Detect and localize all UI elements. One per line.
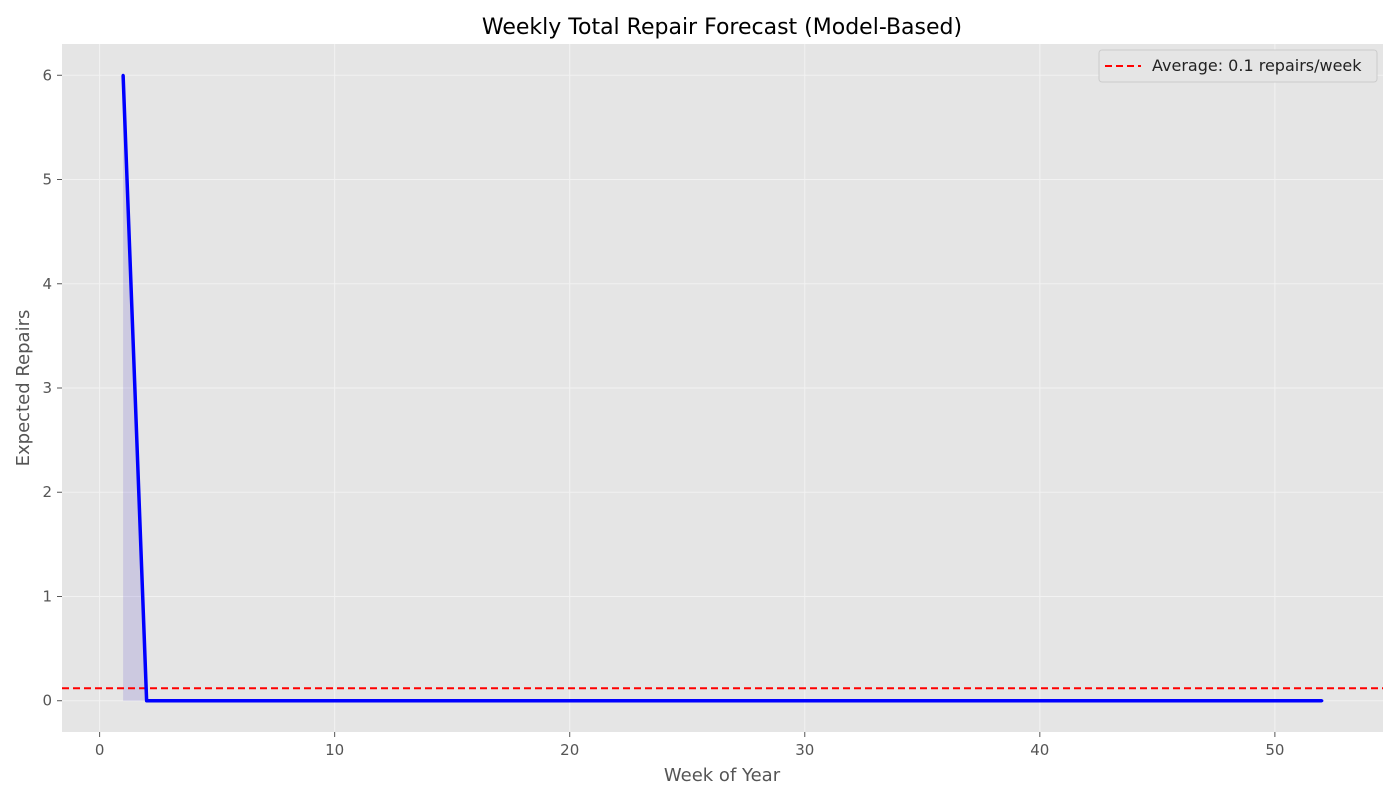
- y-tick-label: 0: [42, 692, 52, 710]
- data-point: [145, 699, 149, 703]
- y-axis-ticks: 0 1 2 3 4 5 6: [42, 66, 62, 710]
- x-tick-label: 20: [560, 741, 579, 759]
- x-tick-label: 50: [1265, 741, 1284, 759]
- data-point: [1320, 699, 1324, 703]
- legend-label-average: Average: 0.1 repairs/week: [1152, 56, 1362, 75]
- data-point: [121, 73, 125, 77]
- legend: Average: 0.1 repairs/week: [1098, 49, 1378, 83]
- x-tick-label: 30: [795, 741, 814, 759]
- y-tick-label: 2: [42, 483, 52, 501]
- y-tick-label: 3: [42, 379, 52, 397]
- y-tick-label: 6: [42, 66, 52, 84]
- y-tick-label: 5: [42, 171, 52, 189]
- chart-title: Weekly Total Repair Forecast (Model-Base…: [482, 15, 962, 40]
- x-axis-ticks: 0 10 20 30 40 50: [95, 732, 1284, 759]
- x-tick-label: 10: [325, 741, 344, 759]
- x-axis-label: Week of Year: [664, 765, 781, 786]
- y-axis-label: Expected Repairs: [13, 310, 34, 467]
- y-tick-label: 4: [42, 275, 52, 293]
- x-tick-label: 0: [95, 741, 105, 759]
- series-lines: [121, 73, 1324, 703]
- x-tick-label: 40: [1030, 741, 1049, 759]
- y-tick-label: 1: [42, 587, 52, 605]
- legend-box: [1098, 49, 1378, 83]
